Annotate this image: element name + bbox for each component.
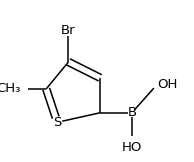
Text: HO: HO [122,141,142,154]
Text: OH: OH [157,78,178,91]
Text: CH₃: CH₃ [0,82,21,95]
Text: S: S [53,116,61,129]
Text: Br: Br [61,24,76,37]
Text: B: B [127,106,137,119]
